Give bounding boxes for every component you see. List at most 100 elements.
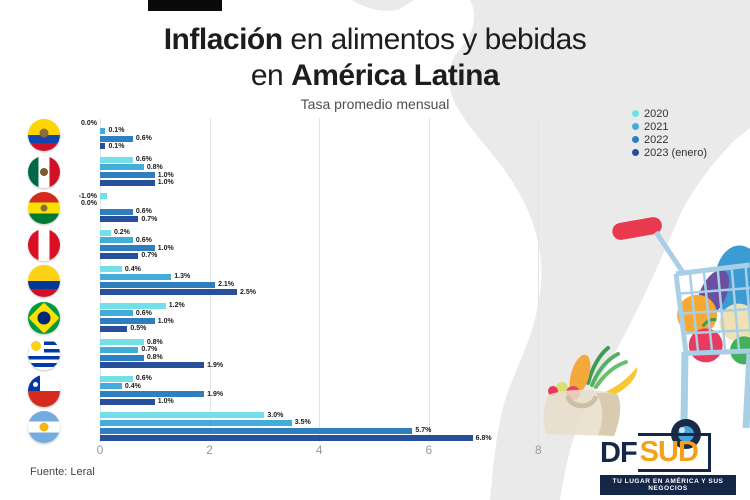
- cart-handle-stem: [653, 230, 687, 276]
- chart-legend: 2020 2021 2022 2023 (enero): [632, 107, 707, 159]
- cart-grid: [673, 262, 750, 356]
- title-rest-1: en alimentos y bebidas: [282, 23, 587, 56]
- bar-value-label: 0.0%: [81, 119, 97, 127]
- grocery-bag-illustration: [543, 346, 638, 436]
- leek-leaf-icon: [586, 346, 610, 385]
- central-america-silhouette: [352, 0, 414, 11]
- continent-silhouette: [449, 0, 750, 500]
- x-axis-tick-label: 4: [315, 443, 323, 457]
- bar-colombia-2021: [100, 273, 172, 280]
- flag-ecuador-icon: [28, 119, 60, 151]
- bar-brasil-2023: [100, 325, 128, 332]
- bar-uruguay-2023: [100, 362, 205, 369]
- bar-argentina-2021: [100, 419, 292, 426]
- flag-mexico-icon: [28, 155, 60, 188]
- dfsud-logo: DF SUD TU LUGAR EN AMÉRICA Y SUS NEGOCIOS: [600, 433, 748, 495]
- bar-uruguay-2021: [100, 346, 139, 353]
- bar-peru-2022: [100, 245, 155, 252]
- flag-colombia-icon: [28, 265, 60, 297]
- bar-value-label: 0.7%: [141, 346, 158, 354]
- legend-color-dot: [632, 136, 639, 143]
- x-axis-tick-label: 0: [96, 443, 104, 457]
- bar-chile-2020: [100, 375, 133, 382]
- cart-wheel-shine: [679, 427, 685, 433]
- bar-value-label: 0.1%: [108, 142, 125, 150]
- legend-item: 2023 (enero): [632, 146, 707, 159]
- flag-brasil-icon: [28, 301, 60, 334]
- title-line-1: Inflación en alimentos y bebidas: [0, 22, 750, 58]
- bar-value-label: 0.6%: [135, 156, 152, 163]
- gridline: [209, 118, 211, 442]
- bar-value-label: 0.6%: [135, 236, 152, 244]
- baguette-icon: [569, 354, 591, 396]
- bar-value-label: 1.3%: [174, 273, 191, 281]
- flag-peru-icon: [28, 228, 60, 261]
- bar-value-label: 0.6%: [135, 208, 152, 216]
- gridline: [319, 118, 321, 442]
- bar-colombia-2022: [100, 281, 216, 288]
- flag-chile-icon: [28, 374, 60, 407]
- bar-peru-2020: [100, 229, 111, 236]
- legend-label: 2021: [644, 120, 669, 133]
- bar-value-label: 1.0%: [157, 244, 174, 252]
- bar-value-label: 0.6%: [135, 375, 152, 382]
- legend-label: 2023 (enero): [644, 146, 707, 159]
- bar-value-label: 3.5%: [294, 419, 311, 427]
- logo-tagline: TU LUGAR EN AMÉRICA Y SUS NEGOCIOS: [600, 475, 736, 495]
- chart-subtitle: Tasa promedio mensual: [300, 96, 450, 112]
- bar-bolivia-2020: [100, 193, 107, 199]
- leek-leaf-icon: [590, 352, 620, 387]
- bar-argentina-2022: [100, 427, 413, 434]
- bar-value-label: 1.9%: [207, 390, 224, 398]
- bar-value-label: 0.6%: [135, 135, 152, 143]
- bar-value-label: 0.7%: [141, 252, 158, 260]
- bag-shade: [596, 393, 621, 436]
- x-axis-tick-label: 2: [206, 443, 213, 457]
- cart-handle: [612, 217, 662, 240]
- bar-colombia-2020: [100, 266, 122, 272]
- logo-bracket: SUD: [637, 433, 711, 472]
- bar-value-label: -1.0%: [78, 192, 97, 200]
- bar-brasil-2021: [100, 310, 133, 317]
- bar-chile-2023: [100, 398, 155, 405]
- legend-color-dot: [632, 110, 639, 117]
- flag-bolivia-icon: [28, 192, 60, 224]
- flag-uruguay-icon: [28, 338, 60, 370]
- bar-value-label: 1.9%: [207, 361, 224, 369]
- bar-value-label: 2.5%: [240, 288, 256, 296]
- top-black-bar: [148, 0, 222, 11]
- bar-value-label: 5.7%: [415, 427, 432, 435]
- legend-item: 2021: [632, 120, 707, 133]
- bar-uruguay-2020: [100, 339, 144, 345]
- bar-value-label: 0.6%: [135, 309, 152, 317]
- cart-basket-group: [673, 245, 750, 365]
- bar-value-label: 0.4%: [124, 382, 141, 390]
- bar-ecuador-2023: [100, 143, 106, 150]
- gridline: [100, 118, 101, 442]
- bar-value-label: 1.2%: [168, 302, 185, 309]
- title-line-2: en América Latina: [0, 58, 750, 94]
- bar-value-label: 0.8%: [146, 338, 163, 346]
- logo-sud-text: SUD: [639, 436, 699, 468]
- gridline: [428, 118, 430, 442]
- source-note: Fuente: Leral: [30, 466, 95, 478]
- leek-leaf-icon: [594, 360, 628, 389]
- legend-item: 2022: [632, 133, 707, 146]
- bar-argentina-2020: [100, 412, 265, 418]
- bar-value-label: 1.0%: [157, 179, 174, 187]
- legend-label: 2020: [644, 107, 669, 120]
- bar-ecuador-2022: [100, 135, 133, 142]
- bar-mexico-2021: [100, 164, 144, 171]
- bar-bolivia-2022: [100, 208, 133, 215]
- legend-color-dot: [632, 149, 639, 156]
- bar-value-label: 0.0%: [81, 200, 97, 208]
- shopping-cart-illustration: [612, 217, 750, 449]
- bar-value-label: 0.2%: [113, 229, 130, 236]
- x-axis-tick-label: 6: [425, 443, 433, 457]
- legend-item: 2020: [632, 107, 707, 120]
- bar-value-label: 1.0%: [157, 398, 174, 406]
- gridline: [538, 118, 540, 442]
- bag-handle: [565, 394, 599, 409]
